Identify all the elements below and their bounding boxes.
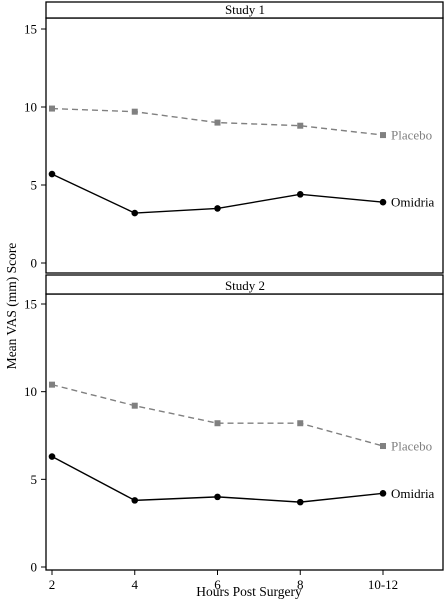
data-point — [48, 170, 56, 178]
panel-study-1: Study 1 0 5 10 15 Placebo Omidria — [24, 1, 444, 274]
y-tick-label: 15 — [24, 22, 37, 37]
series-omidria: Omidria — [48, 170, 435, 217]
data-point — [296, 498, 304, 506]
x-tick-label: 4 — [132, 577, 139, 592]
data-point — [380, 443, 386, 450]
data-point — [214, 205, 221, 212]
y-axis-title: Mean VAS (mm) Score — [4, 243, 19, 370]
data-point — [49, 105, 55, 112]
data-point — [214, 420, 221, 427]
series-omidria: Omidria — [48, 453, 435, 506]
panel-strip — [45, 274, 444, 295]
y-tick-label: 10 — [24, 384, 37, 399]
y-tick-label: 5 — [31, 472, 38, 487]
series-line — [51, 107, 384, 136]
data-point — [379, 198, 387, 206]
panel-frame — [45, 17, 444, 274]
x-tick-label: 10-12 — [368, 577, 398, 592]
x-tick-label: 6 — [214, 577, 221, 592]
panel-title: Study 1 — [225, 2, 265, 17]
series-label: Placebo — [391, 128, 432, 143]
panels: Study 1 0 5 10 15 Placebo Omidria Study 2 0 5 10 15… — [24, 1, 444, 575]
data-point — [48, 453, 56, 460]
series-label: Placebo — [391, 439, 432, 454]
data-point — [131, 497, 139, 504]
series-label: Omidria — [391, 195, 435, 210]
panel-strip — [45, 1, 444, 19]
data-point — [380, 132, 386, 139]
series-placebo: Placebo — [49, 381, 432, 454]
series-placebo: Placebo — [49, 105, 432, 143]
series-label: Omidria — [391, 486, 435, 501]
data-point — [49, 381, 55, 388]
x-tick-label: 8 — [297, 577, 304, 592]
x-axis-title: Hours Post Surgery — [196, 584, 302, 599]
data-point — [214, 119, 221, 126]
x-tick-label: 2 — [49, 577, 56, 592]
y-tick-label: 5 — [31, 178, 38, 193]
y-tick-label: 0 — [31, 256, 38, 271]
data-point — [131, 108, 138, 115]
y-tick-label: 15 — [24, 297, 37, 312]
series-line — [51, 383, 384, 447]
panel-frame — [45, 293, 444, 571]
data-point — [131, 209, 139, 217]
y-tick-label: 10 — [24, 100, 37, 115]
data-point — [297, 122, 304, 129]
data-point — [297, 420, 304, 427]
data-point — [131, 402, 138, 409]
x-axis: 2 4 6 8 10-12 — [49, 570, 398, 592]
data-point — [379, 490, 387, 497]
y-tick-label: 0 — [31, 560, 38, 575]
data-point — [214, 493, 221, 501]
data-point — [296, 191, 304, 198]
panel-study-2: Study 2 0 5 10 15 Placebo Omidria — [24, 274, 444, 575]
panel-title: Study 2 — [225, 278, 265, 293]
